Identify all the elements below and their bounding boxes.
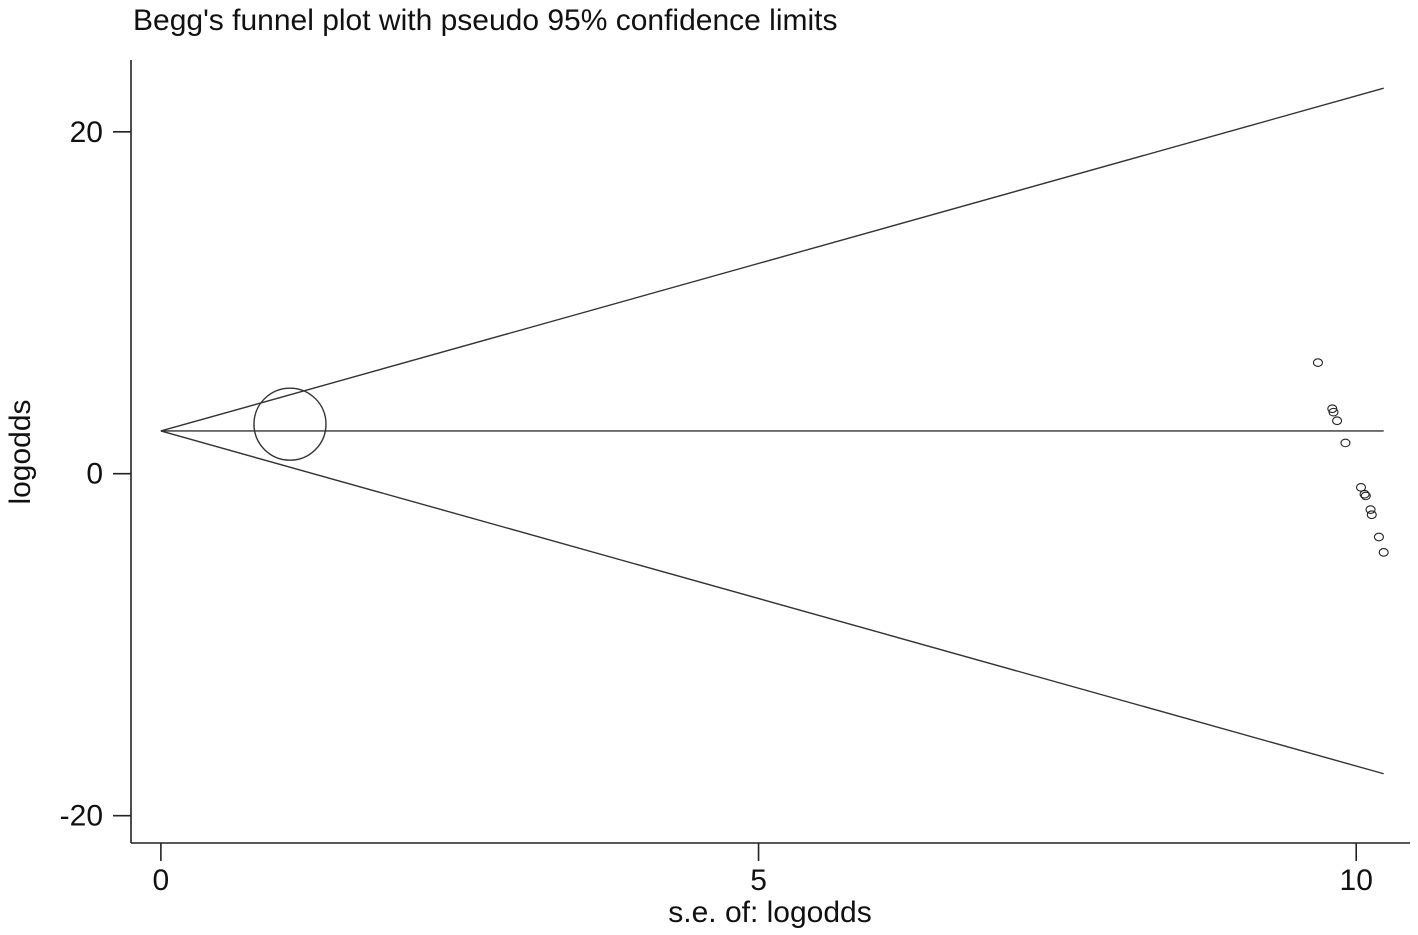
lower-confidence-limit-line	[160, 430, 1384, 775]
y-tick-label: -20	[60, 800, 103, 833]
x-tick-label: 0	[153, 864, 170, 897]
chart-title: Begg's funnel plot with pseudo 95% confi…	[133, 4, 838, 37]
plot-marks	[160, 87, 1389, 775]
study-point	[1365, 505, 1376, 514]
study-point	[1327, 404, 1338, 414]
y-axis-title: logodds	[4, 399, 37, 504]
study-point	[1332, 416, 1343, 426]
study-point	[1373, 532, 1384, 542]
study-point	[1360, 491, 1371, 501]
upper-confidence-limit-line	[160, 87, 1384, 432]
x-tick-label: 5	[750, 864, 767, 897]
x-tick-label: 10	[1340, 864, 1373, 897]
summary-estimate-circle	[253, 387, 327, 461]
study-point	[1359, 489, 1370, 499]
study-point	[1340, 438, 1351, 448]
axes	[130, 60, 1410, 844]
x-axis-title: s.e. of: logodds	[668, 896, 871, 929]
x-ticks: 0 5 10	[153, 843, 1373, 897]
y-tick-label: 0	[86, 458, 103, 491]
study-point	[1378, 548, 1389, 557]
study-point	[1366, 510, 1377, 520]
study-point	[1312, 358, 1324, 367]
study-point	[1328, 407, 1339, 417]
y-tick-label: 20	[70, 116, 103, 149]
y-ticks: -20 0 20	[60, 116, 131, 833]
